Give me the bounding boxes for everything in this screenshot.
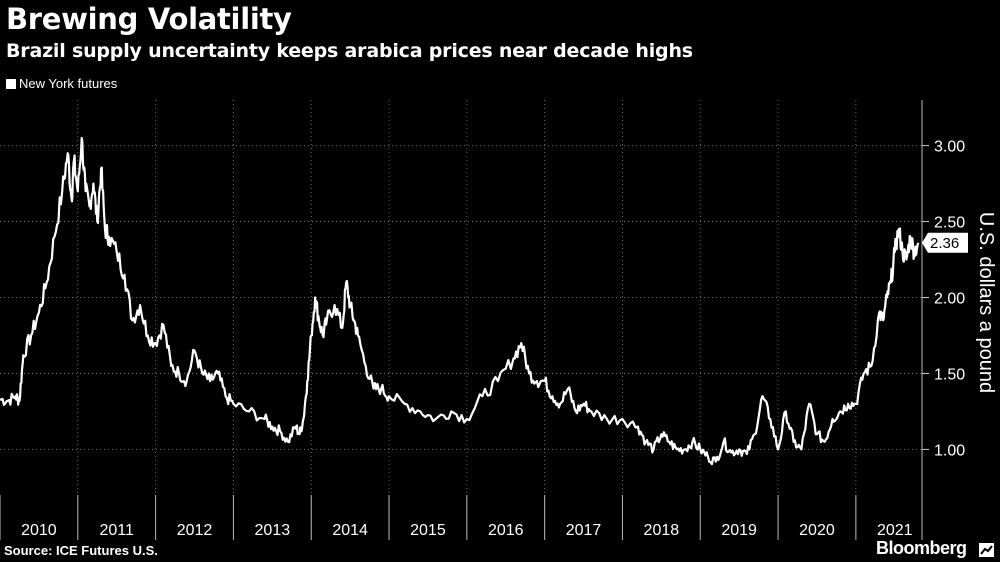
x-tick-label: 2020 [799,522,835,539]
x-tick-label: 2021 [877,522,913,539]
y-tick-label: 3.00 [934,139,965,156]
x-tick-label: 2017 [566,522,602,539]
last-value-badge: 2.36 [922,232,968,253]
brand-logo: Bloomberg [876,538,967,558]
y-axis-labels: 1.00 1.50 2.00 2.50 3.00 [934,139,965,460]
legend-label: New York futures [19,76,118,91]
x-axis-labels: 2010 2011 2012 2013 2014 2015 2016 2017 2018 2019… [21,522,913,539]
last-value-label: 2.36 [930,235,959,252]
y-tick-label: 1.50 [934,366,965,383]
chart-title: Brewing Volatility [6,2,292,36]
y-tick-label: 1.00 [934,442,965,459]
x-tick-label: 2019 [721,522,757,539]
series-line-new-york-futures [0,136,920,466]
chart-icon [979,543,994,557]
axes [0,100,929,540]
x-tick-label: 2014 [332,522,368,539]
last-value-box [922,232,968,253]
legend-swatch [6,78,16,89]
y-tick-label: 2.50 [934,215,965,232]
grid [0,100,922,495]
x-tick-label: 2018 [644,522,680,539]
x-tick-label: 2016 [488,522,524,539]
x-tick-label: 2013 [255,522,291,539]
x-tick-label: 2010 [21,522,57,539]
chart-subtitle: Brazil supply uncertainty keeps arabica … [6,40,693,62]
legend: New York futures [6,76,117,91]
x-tick-label: 2012 [177,522,213,539]
y-axis-title: U.S. dollars a pound [975,212,997,393]
source-note: Source: ICE Futures U.S. [4,543,158,558]
x-tick-label: 2011 [100,522,135,539]
x-tick-label: 2015 [410,522,446,539]
y-tick-label: 2.00 [934,291,965,308]
